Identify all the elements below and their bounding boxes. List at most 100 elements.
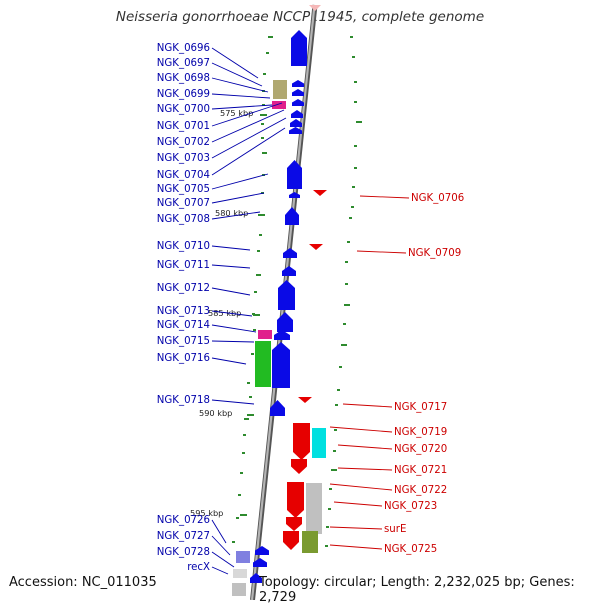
forward-gene-arrow: [292, 99, 304, 106]
kbp-marker-label: 590 kbp: [199, 408, 232, 418]
gc-tick-right: [352, 56, 355, 58]
forward-gene-leader-line: [211, 535, 231, 556]
forward-gene-leader-line: [211, 47, 259, 79]
forward-gene-label: NGK_0714: [157, 320, 210, 331]
forward-gene-leader-line: [211, 324, 257, 333]
gc-tick-left: [244, 418, 249, 420]
forward-gene-label: NGK_0713: [157, 306, 210, 317]
kbp-marker-label: 575 kbp: [220, 108, 253, 118]
gc-tick-right: [328, 508, 331, 510]
forward-gene-label: NGK_0696: [157, 43, 210, 54]
gc-tick-right: [354, 167, 357, 169]
forward-gene-arrow: [270, 400, 285, 416]
reverse-gene-label: NGK_0722: [394, 485, 447, 496]
cog-box-magenta: [272, 101, 286, 109]
reverse-gene-leader-line: [329, 544, 383, 550]
cog-box-cyan: [312, 428, 326, 458]
cog-box-lavender: [236, 551, 250, 563]
kbp-marker-tick: [258, 214, 265, 216]
reverse-gene-track: [283, 190, 327, 550]
kbp-marker-label: 580 kbp: [215, 208, 248, 218]
forward-gene-leader-line: [211, 551, 235, 568]
gc-tick-right: [345, 283, 348, 285]
forward-gene-leader-line: [211, 192, 265, 204]
reverse-gene-label: NGK_0709: [408, 248, 461, 259]
kbp-marker-label: 595 kbp: [190, 508, 223, 518]
forward-gene-leader-line: [211, 566, 229, 575]
gc-tick-right: [339, 366, 342, 368]
reverse-gene-labels: NGK_0706 NGK_0709 NGK_0717 NGK_0719 NGK_0720…: [329, 193, 464, 555]
forward-gene-label: NGK_0705: [157, 184, 210, 195]
forward-gene-label: NGK_0704: [157, 170, 210, 181]
reverse-gene-label: NGK_0720: [394, 444, 447, 455]
forward-gene-label: NGK_0715: [157, 336, 210, 347]
forward-gene-arrow: [292, 80, 304, 87]
reverse-gene-label: NGK_0725: [384, 544, 437, 555]
gc-tick-right: [334, 429, 337, 431]
forward-gene-arrow: [287, 160, 302, 189]
reverse-gene-leader-line: [337, 467, 393, 471]
gc-tick-left: [236, 517, 239, 519]
forward-gene-arrow: [283, 248, 297, 258]
reverse-gene-label: surE: [384, 524, 406, 535]
forward-gene-label: NGK_0703: [157, 153, 210, 164]
gc-tick-right: [350, 36, 353, 38]
forward-gene-leader-line: [211, 287, 251, 296]
gc-tick-left: [261, 137, 264, 139]
gc-tick-right: [344, 304, 350, 306]
cog-box-gray: [232, 583, 246, 596]
gc-tick-left: [262, 104, 265, 106]
forward-gene-label: NGK_0716: [157, 353, 210, 364]
map-title: Neisseria gonorrhoeae NCCP11945, complet…: [115, 9, 485, 25]
forward-gene-leader-line: [211, 77, 269, 93]
gc-tick-right: [343, 323, 346, 325]
reverse-gene-arrow: [298, 397, 312, 403]
forward-gene-leader-line: [211, 93, 271, 99]
forward-gene-arrow: [250, 573, 262, 583]
forward-gene-leader-line: [211, 310, 253, 317]
gc-tick-left: [247, 382, 250, 384]
forward-gene-track: [250, 30, 307, 583]
reverse-gene-arrow: [313, 190, 327, 196]
forward-gene-arrow: [289, 192, 300, 198]
reverse-gene-arrow: [286, 517, 302, 531]
cog-box-gray: [233, 569, 247, 578]
reverse-gene-arrow: [287, 482, 304, 518]
gc-tick-right: [351, 206, 354, 208]
gc-tick-left: [254, 291, 257, 293]
reverse-gene-label: NGK_0723: [384, 501, 437, 512]
forward-gene-leader-line: [211, 173, 269, 190]
reverse-gene-leader-line: [329, 526, 383, 530]
backbone-end-marker: [309, 5, 321, 11]
forward-gene-arrow: [274, 330, 290, 340]
gc-tick-right: [331, 469, 337, 471]
forward-gene-arrow: [292, 89, 304, 96]
forward-gene-arrow: [285, 207, 299, 225]
gc-tick-left: [240, 472, 243, 474]
reverse-gene-arrow: [283, 531, 299, 550]
reverse-gene-leader-line: [333, 501, 383, 507]
gc-tick-right: [325, 545, 328, 547]
gc-tick-right: [345, 261, 348, 263]
gc-tick-left: [232, 541, 235, 543]
accession-text: Accession: NC_011035: [9, 575, 157, 590]
forward-gene-label: NGK_0707: [157, 198, 210, 209]
reverse-gene-arrow: [293, 423, 310, 460]
forward-gene-label: NGK_0710: [157, 241, 210, 252]
gc-tick-left: [257, 250, 260, 252]
forward-gene-leader-line: [211, 519, 227, 544]
cog-box-olive: [273, 80, 287, 99]
cog-box-magenta: [258, 330, 272, 339]
forward-gene-label: recX: [187, 562, 210, 573]
forward-gene-label: NGK_0701: [157, 121, 210, 132]
forward-gene-arrow: [290, 119, 302, 127]
forward-gene-label: NGK_0711: [157, 260, 210, 271]
forward-gene-arrow: [282, 266, 296, 276]
forward-gene-label: NGK_0727: [157, 531, 210, 542]
gc-tick-left: [242, 452, 245, 454]
forward-gene-label: NGK_0697: [157, 58, 210, 69]
gc-tick-right: [354, 101, 357, 103]
gc-tick-right: [347, 241, 350, 243]
kbp-marker-tick: [253, 314, 260, 316]
